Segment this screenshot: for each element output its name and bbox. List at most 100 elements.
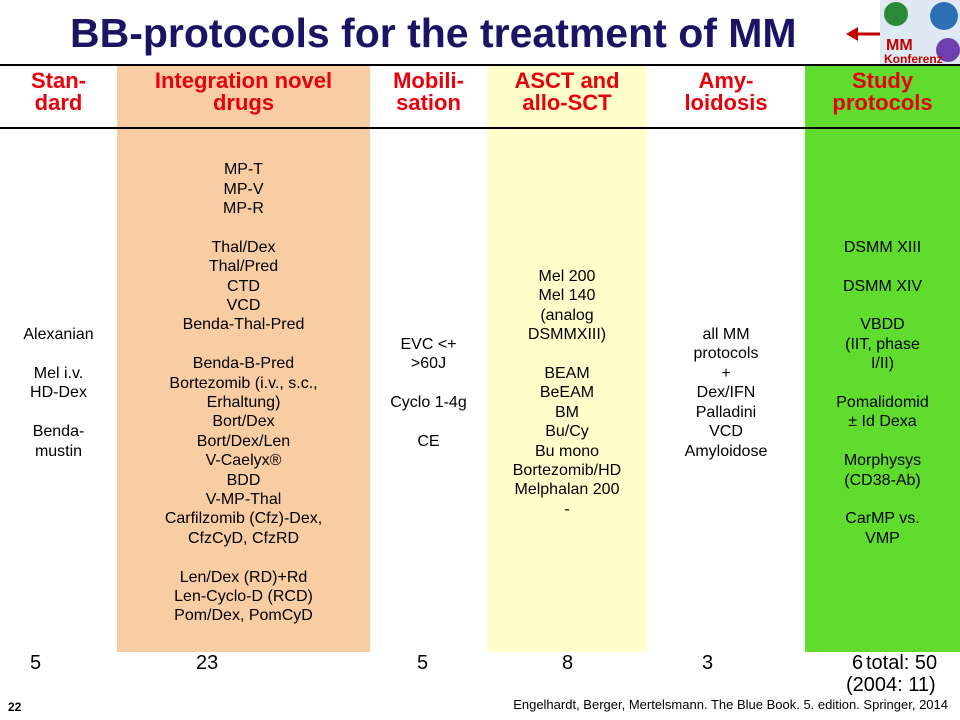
column-header: Stan-dard xyxy=(0,70,117,114)
item: Benda- xyxy=(32,423,85,441)
column-body: Alexanian Mel i.v. HD-Dex Benda-mustin xyxy=(0,134,117,652)
item-group: CarMP vs. VMP xyxy=(845,509,919,548)
column-count: 6 xyxy=(852,652,864,674)
item: Bortezomib (i.v., s.c., xyxy=(169,374,318,392)
item: V-MP-Thal xyxy=(205,491,282,509)
item: ± Id Dexa xyxy=(848,413,917,431)
item: all MM xyxy=(702,326,750,344)
item-group: Len/Dex (RD)+Rd Len-Cyclo-D (RCD) Pom/Dex,… xyxy=(174,568,313,626)
item-group: Thal/Dex Thal/Pred CTD VCD Benda-Thal-Pred xyxy=(183,238,305,335)
item: Carfilzomib (Cfz)-Dex, xyxy=(164,510,323,528)
item-group: CE xyxy=(417,432,439,451)
item: mustin xyxy=(34,442,83,460)
item: DSMMXIII) xyxy=(527,326,607,344)
item: VCD xyxy=(709,423,743,441)
column-count: 8 xyxy=(562,652,574,674)
item-group: DSMM XIII xyxy=(844,238,921,257)
item: BM xyxy=(554,403,579,421)
citation: Engelhardt, Berger, Mertelsmann. The Blu… xyxy=(513,697,948,712)
item: Len-Cyclo-D (RCD) xyxy=(174,588,313,606)
column-body: all MM protocols + Dex/IFN Palladini VCD Amylo… xyxy=(647,134,805,652)
item: BEAM xyxy=(544,364,590,382)
header-line: dard xyxy=(34,90,83,115)
item-group: Pomalidomid ± Id Dexa xyxy=(836,393,928,432)
item: Benda-Thal-Pred xyxy=(182,316,305,334)
item: V-Caelyx® xyxy=(205,452,282,470)
header-line: protocols xyxy=(832,90,933,115)
item: MP-V xyxy=(223,180,264,198)
item-group: Cyclo 1-4g xyxy=(390,393,466,412)
item: Thal/Pred xyxy=(208,258,279,276)
header-line: Amy- xyxy=(698,68,754,93)
item: I/II) xyxy=(870,355,895,373)
item: (IIT, phase xyxy=(845,335,920,353)
column: Study protocols DSMM XIII DSMM XIV VBDD (IIT,… xyxy=(805,66,960,652)
item: Mel i.v. xyxy=(33,364,84,382)
item-group: Alexanian xyxy=(23,325,93,344)
item: EVC <+ xyxy=(400,335,457,353)
item: CE xyxy=(417,432,440,450)
item: Bort/Dex/Len xyxy=(196,432,291,450)
column-count: 23 xyxy=(196,652,219,674)
column: Amy-loidosis all MM protocols + Dex/IFN Palla… xyxy=(647,66,805,652)
item: Morphysys xyxy=(843,452,922,470)
header-line: Integration novel xyxy=(154,68,333,93)
column-count: 3 xyxy=(702,652,714,674)
header-line: drugs xyxy=(212,90,275,115)
item: VBDD xyxy=(860,316,905,334)
item: CTD xyxy=(227,277,260,295)
item: (analog xyxy=(540,306,594,324)
item: Pom/Dex, PomCyD xyxy=(174,607,313,625)
item: protocols xyxy=(693,345,759,363)
logo: MM Konferenz xyxy=(846,0,960,66)
header-line: sation xyxy=(396,90,461,115)
item-group: VBDD (IIT, phase I/II) xyxy=(845,315,920,373)
column-body: EVC <+ >60J Cyclo 1-4g CE xyxy=(370,134,487,652)
column-body: MP-T MP-V MP-R Thal/Dex Thal/Pred CTD VCD Benda… xyxy=(117,134,370,652)
column-count: 5 xyxy=(30,652,42,674)
item: + xyxy=(721,364,731,382)
item: Amyloidose xyxy=(684,442,768,460)
item: - xyxy=(564,500,570,518)
previous-total: (2004: 11) xyxy=(846,674,936,696)
item-group: Morphysys (CD38-Ab) xyxy=(844,451,921,490)
column-header: Study protocols xyxy=(805,70,960,114)
item-group: Mel 200 Mel 140 (analog DSMMXIII) xyxy=(528,267,606,345)
item: Mel 200 xyxy=(538,267,596,285)
item: Dex/IFN xyxy=(696,384,756,402)
item: Bu mono xyxy=(534,442,600,460)
item: (CD38-Ab) xyxy=(844,471,921,489)
header-line: allo-SCT xyxy=(522,90,612,115)
column: ASCT and allo-SCT Mel 200 Mel 140 (analog DSM… xyxy=(487,66,647,652)
item: MP-R xyxy=(223,199,264,217)
item: DSMM XIII xyxy=(843,238,922,256)
slide-title: BB-protocols for the treatment of MM xyxy=(70,10,797,56)
page-number: 22 xyxy=(8,700,22,714)
item: Erhaltung) xyxy=(206,393,281,411)
header-line: Study xyxy=(851,68,914,93)
item-group: BEAM BeEAM BM Bu/Cy Bu mono Bortezomib/HD Melp… xyxy=(513,364,621,519)
item: Cyclo 1-4g xyxy=(390,394,467,411)
item-group: Benda-mustin xyxy=(33,422,85,461)
column-header: Integration novel drugs xyxy=(117,70,370,114)
column: Mobili-sation EVC <+ >60J Cyclo 1-4g CE xyxy=(370,66,487,652)
item: Palladini xyxy=(695,403,757,421)
header-line: Mobili- xyxy=(393,68,464,93)
logo-cell xyxy=(930,2,958,30)
column-body: DSMM XIII DSMM XIV VBDD (IIT, phase I/II) Pom… xyxy=(805,134,960,652)
item: Pomalidomid xyxy=(836,393,929,411)
logo-text: Konferenz xyxy=(884,52,943,66)
item: Bortezomib/HD xyxy=(512,461,622,479)
logo-cell xyxy=(884,2,908,26)
item-group: DSMM XIV xyxy=(843,277,922,296)
item: Bort/Dex xyxy=(212,413,275,431)
column-header: Amy-loidosis xyxy=(647,70,805,114)
header-rule xyxy=(0,127,960,129)
header-line: Stan- xyxy=(31,68,86,93)
item: MP-T xyxy=(223,161,264,179)
item: CfzCyD, CfzRD xyxy=(187,529,300,547)
item-group: MP-T MP-V MP-R xyxy=(223,160,264,218)
item: Benda-B-Pred xyxy=(192,355,295,373)
item-group: EVC <+ >60J xyxy=(400,335,456,374)
